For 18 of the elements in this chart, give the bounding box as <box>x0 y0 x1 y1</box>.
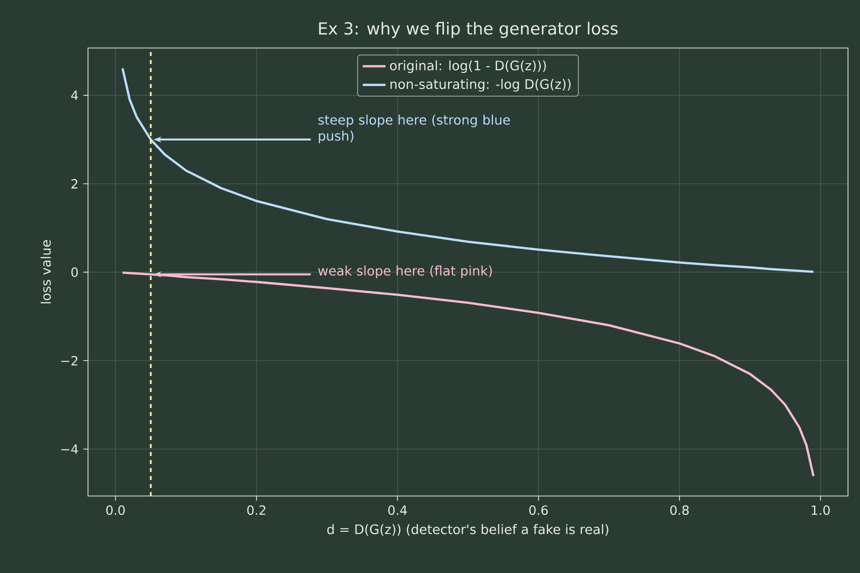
x-tick-label: 0.2 <box>247 505 266 515</box>
annotation: steep slope here (strong blue push) <box>318 114 510 144</box>
x-tick-label: 0.6 <box>529 505 548 515</box>
x-tick-label: 0.4 <box>388 505 407 515</box>
y-tick-label: 2 <box>71 179 78 188</box>
chart-title: Ex 3: why we flip the generator loss <box>319 22 618 38</box>
legend-label: non-saturating: -log D(G(z)) <box>390 78 571 92</box>
y-tick-label: 4 <box>71 90 78 100</box>
y-tick-label: −2 <box>61 356 78 366</box>
y-tick-label: −4 <box>61 444 78 454</box>
y-tick-label: 0 <box>71 267 78 278</box>
x-tick-label: 0.0 <box>106 505 125 515</box>
x-tick-label: 0.8 <box>670 505 689 515</box>
y-axis-title: loss value <box>40 240 51 304</box>
x-tick-label: 1.0 <box>812 505 830 515</box>
legend-label: original: log(1 - D(G(z))) <box>390 60 546 73</box>
x-axis-title: d = D(G(z)) (detector's belief a fake is real) <box>327 524 608 536</box>
annotation: weak slope here (flat pink) <box>318 266 492 278</box>
